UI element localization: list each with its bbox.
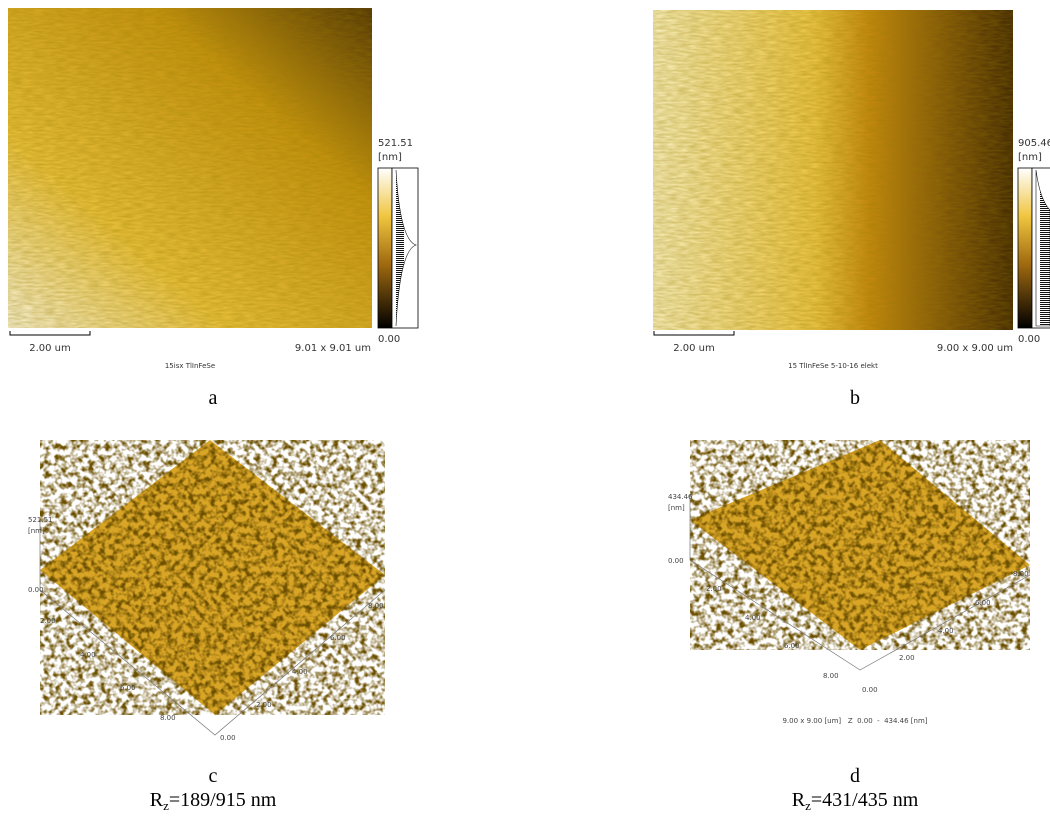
sample-name: 15 TlInFeSe 5-10-16 elekt xyxy=(788,362,878,370)
image-size: 9.01 x 9.01 um xyxy=(295,343,371,354)
axis-label: 8.00 xyxy=(823,672,839,680)
scale-bar-label: 2.00 um xyxy=(29,343,71,354)
scale-min: 0.00 xyxy=(378,334,400,345)
panel-label: b xyxy=(850,387,860,409)
scale-bar xyxy=(654,331,734,335)
rz-symbol: R xyxy=(150,789,164,811)
axis-label: 2.00 xyxy=(899,654,915,662)
sample-name: 15isx TlInFeSe xyxy=(165,362,215,370)
axis-label: 4.00 xyxy=(745,614,761,622)
axis-label: 8.00 xyxy=(160,714,176,722)
rz-symbol: R xyxy=(792,789,806,811)
unit: [nm] xyxy=(668,504,685,512)
axis-label: 4.00 xyxy=(292,668,308,676)
afm-texture xyxy=(8,8,372,328)
z-max: 434.46 xyxy=(668,493,693,501)
unit: [nm] xyxy=(1018,152,1042,163)
axis-label: 6.00 xyxy=(784,642,800,650)
image-size: 9.00 x 9.00 um xyxy=(937,343,1013,354)
panel-label: d xyxy=(850,765,860,787)
z-min: 0.00 xyxy=(28,586,44,594)
unit: [nm] xyxy=(28,527,45,535)
axis-label: 6.00 xyxy=(975,599,991,607)
axis-label: 2.00 xyxy=(40,617,56,625)
scale-max: 521.51 xyxy=(378,138,413,149)
axis-label: 0.00 xyxy=(862,686,878,694)
axis-label: 6.00 xyxy=(120,684,136,692)
axis-label: 2.00 xyxy=(706,585,722,593)
roughness: Rz=189/915 nm xyxy=(150,789,277,813)
axis-label: 8.00 xyxy=(1013,570,1029,578)
axis-label: 4.00 xyxy=(80,651,96,659)
axis-label: 0.00 xyxy=(220,734,236,742)
rz-value: =431/435 nm xyxy=(811,789,919,811)
z-max: 521.51 xyxy=(28,516,53,524)
axis-label: 8.00 xyxy=(368,602,384,610)
unit: [nm] xyxy=(378,152,402,163)
surface-texture xyxy=(40,440,385,715)
rz-value: =189/915 nm xyxy=(169,789,277,811)
panel-label: a xyxy=(209,387,218,409)
scale-bar xyxy=(10,331,90,335)
color-bar xyxy=(1018,168,1032,328)
scale-max: 905.46 xyxy=(1018,138,1050,149)
axis-label: 2.00 xyxy=(256,701,272,709)
scan-caption: 9.00 x 9.00 [um] Z 0.00 - 434.46 [nm] xyxy=(782,717,927,725)
roughness: Rz=431/435 nm xyxy=(792,789,919,813)
z-min: 0.00 xyxy=(668,557,684,565)
afm-texture xyxy=(653,10,1013,330)
scale-bar-label: 2.00 um xyxy=(673,343,715,354)
surface-texture xyxy=(690,440,1030,650)
panel-label: c xyxy=(209,765,218,787)
axis-label: 6.00 xyxy=(330,634,346,642)
color-bar xyxy=(378,168,392,328)
figure: 521.51 [nm] 0.00 2.00 um 9.01 x 9.01 um … xyxy=(0,0,1050,826)
scale-min: 0.00 xyxy=(1018,334,1040,345)
axis-label: 4.00 xyxy=(938,627,954,635)
